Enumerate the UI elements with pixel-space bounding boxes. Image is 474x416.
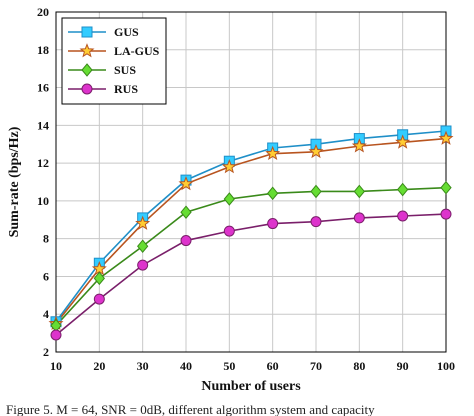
data-point-sus — [353, 184, 365, 199]
data-point-rus — [267, 218, 279, 230]
legend-label-rus: RUS — [114, 82, 138, 96]
legend-marker-gus — [81, 26, 93, 38]
legend-label-la-gus: LA-GUS — [114, 44, 160, 58]
legend: GUS LA-GUS SUS RUS — [61, 17, 167, 105]
data-point-sus — [180, 205, 192, 220]
data-point-la-gus — [221, 159, 237, 174]
series-lines — [55, 130, 447, 336]
y-tick-label: 18 — [37, 43, 49, 57]
data-point-la-gus — [265, 145, 281, 161]
data-point-sus — [397, 182, 409, 197]
y-tick-labels: 2 4 6 8 10 12 14 16 18 20 — [37, 5, 49, 359]
x-tick-label: 100 — [437, 359, 455, 373]
data-point-sus — [223, 192, 235, 206]
y-tick-label: 16 — [37, 81, 49, 95]
x-tick-label: 80 — [353, 359, 365, 373]
x-tick-label: 60 — [267, 359, 279, 373]
x-tick-label: 50 — [223, 359, 235, 373]
series-markers — [48, 125, 454, 341]
legend-label-sus: SUS — [114, 63, 136, 77]
data-point-sus — [440, 180, 452, 195]
x-tick-label: 30 — [137, 359, 149, 373]
x-tick-label: 20 — [93, 359, 105, 373]
y-tick-label: 6 — [43, 269, 49, 283]
series-line-rus — [55, 213, 447, 336]
data-point-rus — [93, 293, 105, 305]
legend-marker-sus — [81, 63, 93, 77]
data-point-la-gus — [308, 143, 324, 159]
y-axis-label: Sum-rate (bps/Hz) — [7, 126, 22, 237]
y-tick-label: 20 — [37, 5, 49, 19]
data-point-la-gus — [395, 134, 411, 149]
legend-label-gus: GUS — [114, 25, 139, 39]
data-point-rus — [180, 235, 192, 247]
data-point-sus — [93, 271, 105, 286]
data-point-rus — [353, 212, 365, 224]
y-tick-label: 8 — [43, 232, 49, 246]
x-tick-labels: 10 20 30 40 50 60 70 80 90 100 — [50, 359, 455, 373]
data-point-la-gus — [351, 138, 367, 153]
data-point-rus — [440, 208, 452, 220]
legend-marker-la-gus — [79, 43, 95, 58]
x-axis-label: Number of users — [201, 379, 301, 394]
data-point-la-gus — [438, 130, 454, 145]
data-point-rus — [223, 225, 235, 237]
data-point-la-gus — [135, 215, 151, 230]
data-point-sus — [310, 184, 322, 199]
y-tick-label: 10 — [37, 194, 49, 208]
series-line-sus — [55, 186, 447, 327]
y-tick-label: 14 — [37, 118, 49, 132]
series-line-la-gus — [55, 137, 447, 325]
data-point-rus — [310, 216, 322, 228]
y-tick-label: 4 — [43, 307, 49, 321]
figure-caption: Figure 5. M = 64, SNR = 0dB, different a… — [6, 402, 375, 416]
data-point-rus — [137, 259, 149, 271]
data-point-la-gus — [178, 176, 194, 191]
x-tick-label: 70 — [310, 359, 322, 373]
y-tick-label: 2 — [43, 345, 49, 359]
legend-marker-rus — [81, 83, 93, 95]
x-tick-label: 10 — [50, 359, 62, 373]
data-point-sus — [137, 239, 149, 254]
y-tick-label: 12 — [37, 156, 49, 170]
data-point-rus — [50, 329, 62, 341]
series-line-gus — [55, 130, 447, 323]
x-tick-label: 40 — [180, 359, 192, 373]
data-point-rus — [397, 210, 409, 222]
x-tick-label: 90 — [397, 359, 409, 373]
data-point-sus — [267, 186, 279, 201]
